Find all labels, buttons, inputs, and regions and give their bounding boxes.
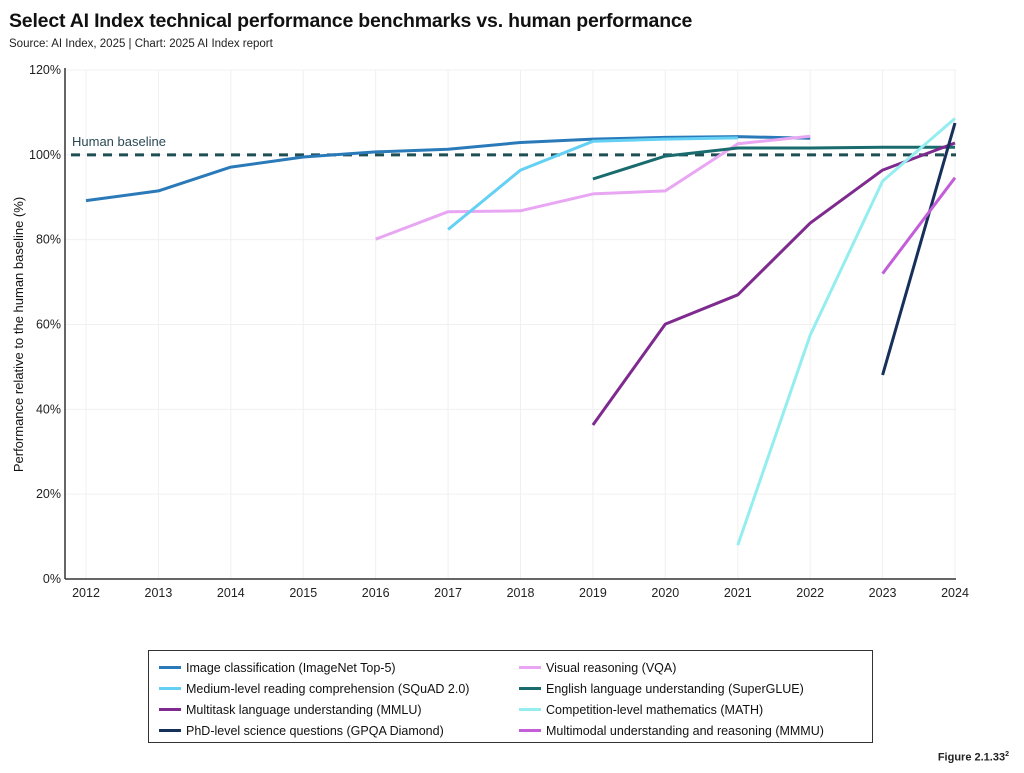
legend-swatch <box>159 687 181 690</box>
x-tick-label: 2012 <box>72 586 100 600</box>
legend-swatch <box>519 687 541 690</box>
y-tick-label: 80% <box>36 233 61 247</box>
x-tick-label: 2013 <box>145 586 173 600</box>
series-lines <box>85 117 957 546</box>
legend-swatch <box>159 708 181 711</box>
gridlines <box>65 69 956 580</box>
x-tick-label: 2018 <box>507 586 535 600</box>
legend-label: English language understanding (SuperGLU… <box>546 681 804 696</box>
legend-label: Multimodal understanding and reasoning (… <box>546 723 824 738</box>
legend-swatch <box>519 666 541 669</box>
y-tick-label: 20% <box>36 487 61 501</box>
legend-item: Medium-level reading comprehension (SQuA… <box>159 678 519 699</box>
figure-number: Figure 2.1.33 <box>937 751 1006 764</box>
series-line-2 <box>447 136 738 231</box>
x-tick-label: 2024 <box>941 586 969 600</box>
legend-label: Multitask language understanding (MMLU) <box>186 702 422 717</box>
series-line-6 <box>881 122 957 376</box>
legend-item: Competition-level mathematics (MATH) <box>519 699 879 720</box>
series-line-1 <box>375 134 811 241</box>
series-line-4 <box>591 141 956 426</box>
x-tick-label: 2014 <box>217 586 245 600</box>
x-tick-label: 2022 <box>796 586 824 600</box>
chart-subtitle: Source: AI Index, 2025 | Chart: 2025 AI … <box>9 38 273 50</box>
x-tick-label: 2019 <box>579 586 607 600</box>
legend-item: Visual reasoning (VQA) <box>519 657 879 678</box>
x-tick-label: 2016 <box>362 586 390 600</box>
legend-item: Multimodal understanding and reasoning (… <box>519 720 879 741</box>
legend-label: Image classification (ImageNet Top-5) <box>186 660 396 675</box>
legend-label: Medium-level reading comprehension (SQuA… <box>186 681 470 696</box>
series-line-0 <box>85 135 811 203</box>
human-baseline-label: Human baseline <box>72 134 166 149</box>
x-tick-label: 2015 <box>289 586 317 600</box>
series-line-5 <box>736 117 956 546</box>
legend-swatch <box>159 729 181 732</box>
y-tick-label: 0% <box>43 572 61 586</box>
y-tick-label: 120% <box>29 63 61 77</box>
legend-label: Competition-level mathematics (MATH) <box>546 702 764 717</box>
legend-item: Image classification (ImageNet Top-5) <box>159 657 519 678</box>
y-tick-label: 100% <box>29 148 61 162</box>
series-line-7 <box>881 176 957 275</box>
legend-item: Multitask language understanding (MMLU) <box>159 699 519 720</box>
y-axis-title: Performance relative to the human baseli… <box>11 197 26 472</box>
legend-label: Visual reasoning (VQA) <box>546 660 677 675</box>
x-tick-label: 2020 <box>651 586 679 600</box>
legend-swatch <box>159 666 181 669</box>
legend-swatch <box>519 708 541 711</box>
x-tick-label: 2023 <box>869 586 897 600</box>
figure-footnote: 2 <box>1005 751 1009 758</box>
legend-label: PhD-level science questions (GPQA Diamon… <box>186 723 444 738</box>
x-tick-label: 2017 <box>434 586 462 600</box>
y-tick-label: 60% <box>36 318 61 332</box>
chart-title: Select AI Index technical performance be… <box>9 10 693 32</box>
y-tick-label: 40% <box>36 402 61 416</box>
series-line-3 <box>592 145 955 181</box>
x-axis-ticks: 2012 2013 2014 2015 2016 2017 2018 2019 2020 2021… <box>72 586 969 600</box>
chart-legend: Image classification (ImageNet Top-5) Vis… <box>148 650 873 743</box>
axes <box>64 68 956 580</box>
legend-item: PhD-level science questions (GPQA Diamon… <box>159 720 519 741</box>
legend-swatch <box>519 729 541 732</box>
human-baseline: Human baseline <box>71 134 956 157</box>
legend-item: English language understanding (SuperGLU… <box>519 678 879 699</box>
x-tick-label: 2021 <box>724 586 752 600</box>
line-chart: 0%20%40%60%80%100%120% 2012 2013 2014 2015 2… <box>11 63 969 600</box>
y-axis-ticks: 0% 20% 40% 60% 80% 100% 120% <box>29 63 61 586</box>
figure-label: Figure 2.1.332 <box>938 751 1009 764</box>
